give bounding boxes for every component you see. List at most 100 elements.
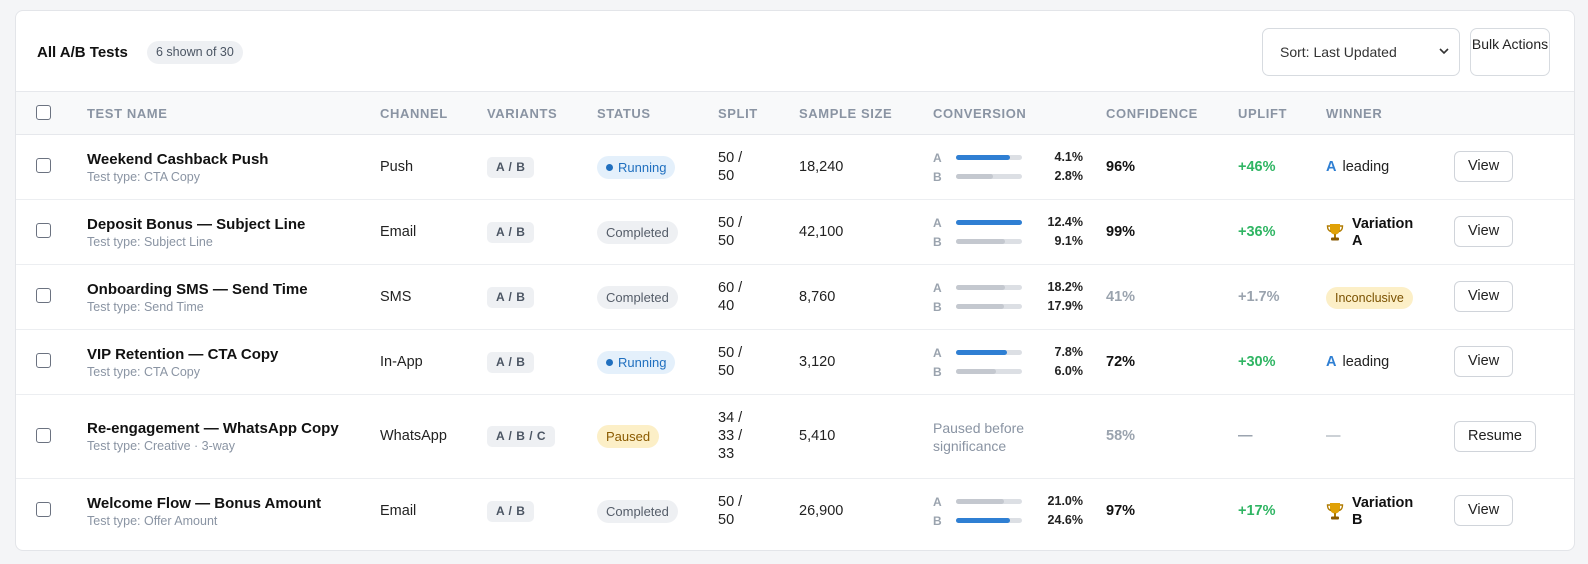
uplift: +30% [1238, 354, 1276, 370]
col-split[interactable]: SPLIT [718, 106, 758, 121]
test-name[interactable]: VIP Retention — CTA Copy [87, 346, 279, 363]
variant-letter: B [933, 365, 942, 379]
table-row: Welcome Flow — Bonus Amount Test type: O… [16, 479, 1574, 544]
conversion-bar-fill [956, 220, 1022, 225]
split-part: 50 [718, 233, 735, 249]
variants-pill: A / B [487, 222, 535, 243]
test-type: Test type: CTA Copy [87, 365, 201, 379]
trophy-icon [1326, 224, 1344, 241]
winner-mark: A [1326, 159, 1337, 175]
sort-label: Sort: Last Updated [1280, 44, 1397, 60]
table-row: VIP Retention — CTA Copy Test type: CTA … [16, 330, 1574, 395]
conversion-value: 2.8% [1054, 169, 1084, 183]
row-checkbox[interactable] [36, 158, 51, 173]
winner-line: A [1352, 233, 1363, 249]
split: 50 / 50 [718, 149, 742, 185]
view-button[interactable]: View [1454, 495, 1514, 526]
col-conversion[interactable]: CONVERSION [933, 106, 1027, 121]
channel: SMS [380, 289, 412, 305]
uplift: +46% [1238, 159, 1276, 175]
channel: Email [380, 224, 417, 240]
test-name[interactable]: Onboarding SMS — Send Time [87, 281, 308, 298]
winner-line: Variation [1352, 216, 1414, 232]
variants-pill: A / B [487, 352, 535, 373]
test-name[interactable]: Re-engagement — WhatsApp Copy [87, 420, 339, 437]
variant-letter: B [933, 235, 942, 249]
split-part: 33 / [718, 428, 743, 444]
test-name[interactable]: Welcome Flow — Bonus Amount [87, 495, 322, 512]
split: 50 / 50 [718, 344, 742, 380]
variant-letter: B [933, 300, 942, 314]
conversion: A 7.8% B 6.0% [933, 343, 1083, 381]
col-uplift[interactable]: UPLIFT [1238, 106, 1288, 121]
page-title: All A/B Tests [37, 44, 128, 61]
col-channel[interactable]: CHANNEL [380, 106, 448, 121]
uplift: — [1238, 428, 1253, 444]
status-badge: Completed [597, 221, 678, 244]
test-name[interactable]: Weekend Cashback Push [87, 151, 269, 168]
conversion-value: 7.8% [1054, 345, 1084, 359]
split: 50 / 50 [718, 493, 742, 529]
split-part: 33 [718, 446, 735, 462]
row-checkbox[interactable] [36, 353, 51, 368]
variant-letter: A [933, 495, 942, 509]
variant-letter: A [933, 281, 942, 295]
test-type: Test type: Creative · 3-way [87, 439, 235, 453]
conversion-value: 6.0% [1054, 364, 1084, 378]
row-checkbox[interactable] [36, 223, 51, 238]
conversion-bar-fill [956, 350, 1008, 355]
channel: WhatsApp [380, 428, 447, 444]
conversion-line-b: B 6.0% [933, 362, 1083, 381]
view-button[interactable]: View [1454, 151, 1514, 182]
status-badge: Running [597, 351, 676, 374]
col-test-name[interactable]: TEST NAME [87, 106, 168, 121]
bulk-actions-button[interactable]: Bulk Actions [1470, 28, 1550, 76]
variants-pill: A / B / C [487, 426, 556, 447]
conversion-line-a: A 12.4% [933, 213, 1083, 232]
col-winner[interactable]: WINNER [1326, 106, 1383, 121]
ab-tests-card: All A/B Tests 6 shown of 30 Sort: Last U… [15, 10, 1575, 551]
status-badge: Running [597, 156, 676, 179]
test-name[interactable]: Deposit Bonus — Subject Line [87, 216, 306, 233]
variant-letter: B [933, 170, 942, 184]
view-button[interactable]: View [1454, 216, 1514, 247]
winner-mark: A [1326, 354, 1337, 370]
row-checkbox[interactable] [36, 428, 51, 443]
col-variants[interactable]: VARIANTS [487, 106, 558, 121]
view-button[interactable]: View [1454, 281, 1514, 312]
conversion-value: 21.0% [1047, 494, 1083, 508]
col-sample-size[interactable]: SAMPLE SIZE [799, 106, 893, 121]
channel: In-App [380, 354, 423, 370]
winner-line: B [1352, 512, 1363, 528]
conversion-bar [956, 499, 1022, 504]
conversion-bar [956, 369, 1022, 374]
winner-label: leading [1342, 159, 1390, 175]
status-badge: Completed [597, 286, 678, 309]
winner-line: Variation [1352, 495, 1414, 511]
sort-select[interactable]: Sort: Last Updated [1262, 28, 1460, 76]
col-confidence[interactable]: CONFIDENCE [1106, 106, 1198, 121]
row-checkbox[interactable] [36, 502, 51, 517]
view-button[interactable]: View [1454, 346, 1514, 377]
conversion-line-b: B 9.1% [933, 232, 1083, 251]
conversion: A 4.1% B 2.8% [933, 148, 1083, 186]
conversion-bar [956, 285, 1022, 290]
resume-button[interactable]: Resume [1454, 421, 1536, 452]
split-part: 60 / [718, 280, 743, 296]
chevron-down-icon [1439, 48, 1449, 55]
variant-letter: A [933, 151, 942, 165]
split-part: 50 [718, 512, 735, 528]
split-part: 50 / [718, 215, 743, 231]
variant-letter: A [933, 216, 942, 230]
winner-label: Variation A [1352, 216, 1413, 250]
select-all-checkbox[interactable] [36, 105, 51, 120]
sample-size: 3,120 [799, 354, 836, 370]
split: 34 / 33 / 33 [718, 409, 742, 463]
conversion: A 21.0% B 24.6% [933, 492, 1083, 530]
conversion-bar-fill [956, 499, 1004, 504]
row-checkbox[interactable] [36, 288, 51, 303]
inconclusive-badge: Inconclusive [1326, 287, 1413, 309]
sample-size: 26,900 [799, 503, 844, 519]
col-status[interactable]: STATUS [597, 106, 651, 121]
